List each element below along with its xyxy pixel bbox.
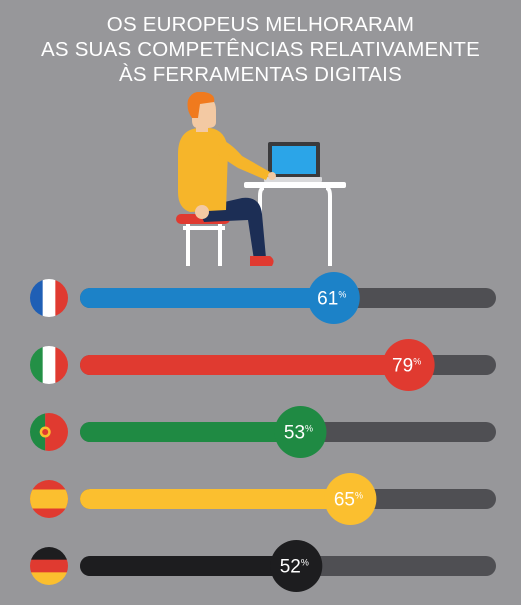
flag-germany-icon [30, 547, 68, 585]
person-at-laptop-illustration [176, 92, 346, 266]
desk-leg-right [325, 186, 332, 266]
page-title: OS EUROPEUS MELHORARAM AS SUAS COMPETÊNC… [0, 12, 521, 87]
bar-fill [80, 556, 297, 576]
value-bubble [324, 473, 377, 525]
title-line-1: OS EUROPEUS MELHORARAM [106, 13, 415, 36]
person-knee-hand [195, 205, 209, 219]
flag-italy-icon [30, 346, 68, 384]
value-label: 52% [280, 557, 309, 578]
value-bubble [307, 272, 360, 324]
value-label: 65% [334, 490, 363, 511]
flag-spain-icon [30, 480, 68, 518]
value-bubble [382, 339, 435, 391]
flag-france-icon [30, 279, 68, 317]
person-shoe [250, 256, 274, 266]
bar-fill [80, 288, 334, 308]
title-line-2: AS SUAS COMPETÊNCIAS RELATIVAMENTE [41, 38, 480, 61]
bar-fill [80, 489, 351, 509]
person-arm [216, 138, 270, 180]
value-label: 61% [317, 289, 346, 310]
stool-rung [183, 226, 225, 230]
person-legs [198, 197, 266, 260]
person-hand [268, 172, 276, 180]
person-hair [187, 92, 215, 118]
value-label: 53% [284, 423, 313, 444]
person-torso [178, 128, 228, 212]
value-bubble [270, 540, 323, 592]
value-label: 79% [392, 356, 421, 377]
bar-fill [80, 422, 301, 442]
flag-portugal-icon [30, 413, 68, 451]
bar-fill [80, 355, 409, 375]
laptop-base [264, 177, 322, 182]
laptop-screen [272, 146, 316, 174]
value-bubble [274, 406, 327, 458]
desk-leg-left [258, 186, 265, 266]
title-line-3: ÀS FERRAMENTAS DIGITAIS [119, 63, 402, 86]
desk-top [244, 182, 346, 188]
